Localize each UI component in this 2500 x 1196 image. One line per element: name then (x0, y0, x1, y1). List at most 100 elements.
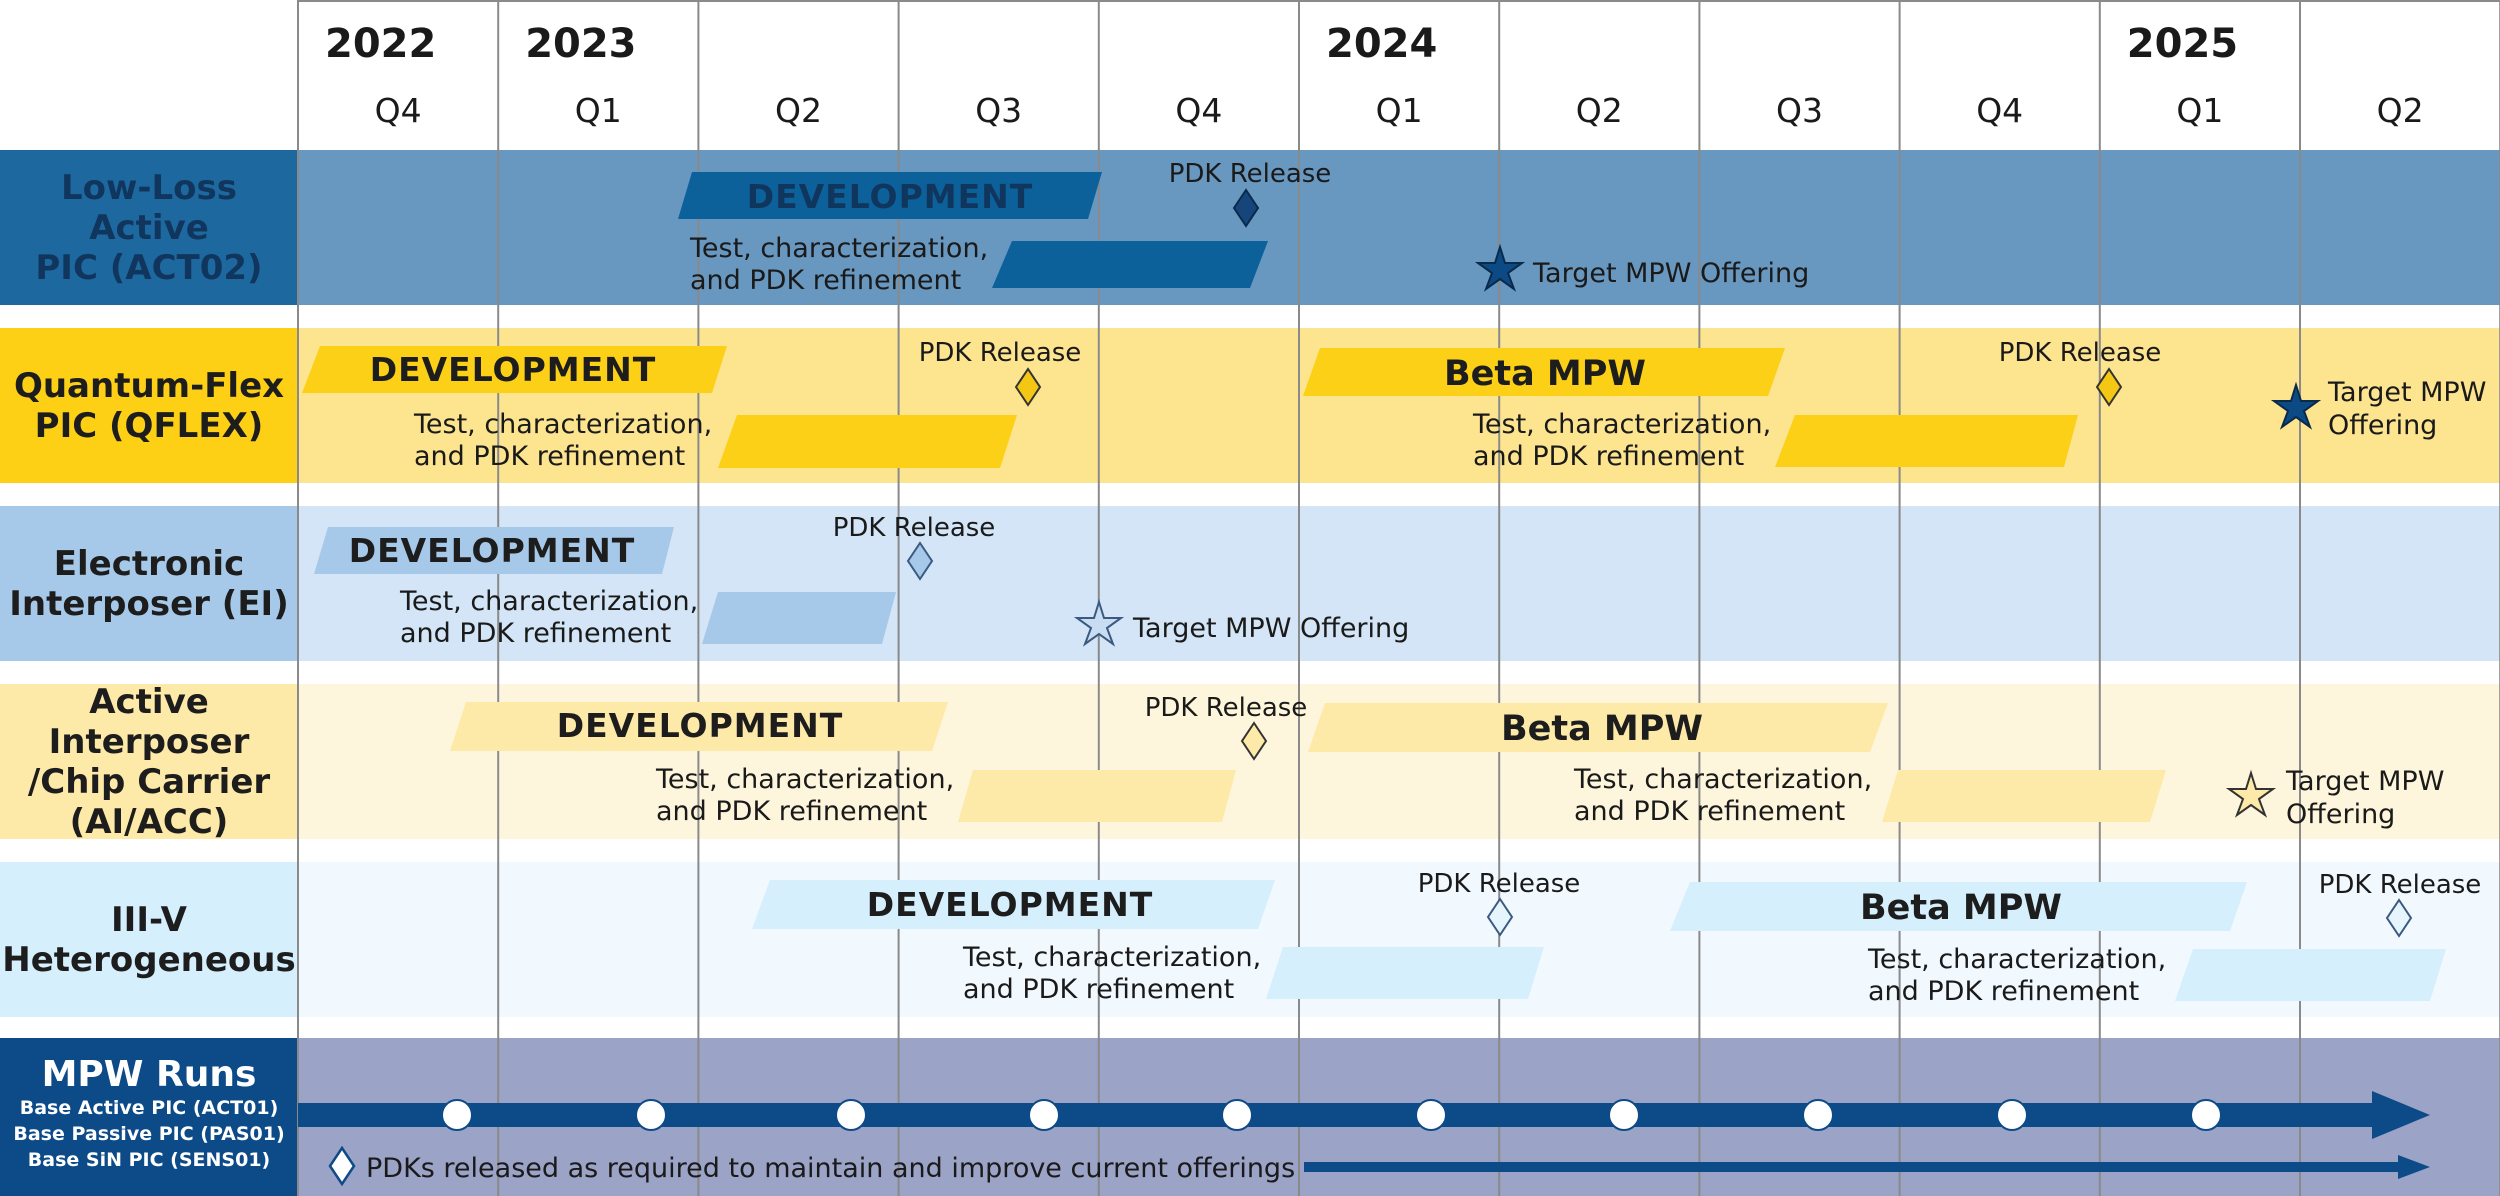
iii-test2-line2: and PDK refinement (1868, 976, 2139, 1007)
act02-development-label: DEVELOPMENT (747, 177, 1034, 216)
qflex-target-star-icon (2270, 381, 2322, 430)
ai-test-bar (958, 770, 1236, 822)
act02-target-star-icon (1474, 243, 1526, 292)
iii-pdk-release-label: PDK Release (1418, 869, 1581, 899)
pdk-note-text: PDKs released as required to maintain an… (366, 1153, 1295, 1184)
ei-development-bar (314, 527, 674, 574)
act02-pdk-diamond-icon (1232, 188, 1260, 228)
ai-target-star-icon (2225, 769, 2277, 818)
act02-row-label: Low-Loss Active PIC (ACT02) (35, 167, 263, 288)
mpw-runs-label: MPW Runs Base Active PIC (ACT01) Base Pa… (0, 1038, 298, 1196)
mpw-run-marker-8 (1802, 1099, 1834, 1131)
mpw-run-marker-7 (1608, 1099, 1640, 1131)
qflex-test-bar (718, 415, 1017, 468)
qflex-beta-mpw-label: Beta MPW (1444, 354, 1646, 394)
act02-pdk-release-label: PDK Release (1169, 159, 1332, 189)
mpw-run-marker-4 (1028, 1099, 1060, 1131)
ai-test-line2: and PDK refinement (656, 796, 927, 827)
act02-development-bar (678, 172, 1102, 219)
mpw-sub-pas01: Base Passive PIC (PAS01) (13, 1123, 285, 1145)
quarter-label-7: Q3 (1776, 91, 1823, 130)
qflex-test2-line1: Test, characterization, (1472, 409, 1771, 440)
ei-pdk-release-label: PDK Release (833, 513, 996, 543)
ei-development-label: DEVELOPMENT (349, 531, 636, 570)
iii-test2-bar (2175, 949, 2446, 1001)
qflex-development-bar (302, 346, 727, 393)
quarter-label-10: Q2 (2377, 91, 2424, 130)
iii-row-label: III-V Heterogeneous (2, 899, 296, 980)
qflex-pdk-release-label: PDK Release (919, 338, 1082, 368)
iii-beta-mpw-bar (1670, 882, 2247, 931)
qflex-test-line1: Test, characterization, (413, 409, 712, 440)
qflex-pdk2-diamond-icon (2095, 367, 2123, 407)
pdk-note-shaft (1304, 1162, 2404, 1172)
ei-label-panel (0, 506, 298, 661)
ai-development-bar (450, 702, 948, 751)
ai-target-line1: Target MPW (2285, 766, 2444, 797)
mpw-run-marker-10 (2190, 1099, 2222, 1131)
iii-beta-mpw-label: Beta MPW (1860, 888, 2062, 928)
quarter-label-6: Q2 (1576, 91, 1623, 130)
ai-test2-line1: Test, characterization, (1573, 764, 1872, 795)
qflex-development-label: DEVELOPMENT (370, 350, 657, 389)
quarter-label-8: Q4 (1976, 91, 2023, 130)
qflex-target-line1: Target MPW (2327, 377, 2486, 408)
year-labels: 2022 2023 2024 2025 (325, 21, 2238, 67)
qflex-row-label: Quantum-Flex PIC (QFLEX) (13, 365, 285, 446)
ei-test-label: Test, characterization, and PDK refineme… (399, 586, 707, 649)
mpw-run-markers (441, 1099, 2222, 1131)
mpw-timeline-shaft (298, 1103, 2378, 1127)
mpw-run-marker-5 (1221, 1099, 1253, 1131)
iii-label-panel (0, 862, 298, 1017)
ai-test2-label: Test, characterization, and PDK refineme… (1573, 764, 1881, 827)
qflex-pdk-diamond-icon (1014, 367, 1042, 407)
mpw-run-marker-3 (835, 1099, 867, 1131)
qflex-pdk2-release-label: PDK Release (1999, 338, 2162, 368)
qflex-label-panel (0, 328, 298, 483)
iii-test-bar (1266, 947, 1544, 999)
act02-test-line2: and PDK refinement (690, 265, 961, 296)
ei-test-line2: and PDK refinement (400, 618, 671, 649)
ei-row-label: Electronic Interposer (EI) (9, 543, 289, 624)
act02-test-line1: Test, characterization, (689, 233, 988, 264)
quarter-labels: Q4 Q1 Q2 Q3 Q4 Q1 Q2 Q3 Q4 Q1 Q2 (375, 91, 2424, 130)
year-label-2023: 2023 (525, 21, 636, 67)
mpw-sub-sens01: Base SiN PIC (SENS01) (27, 1149, 271, 1171)
act02-test-bar (992, 241, 1268, 288)
qflex-test2-label: Test, characterization, and PDK refineme… (1472, 409, 1780, 472)
quarter-label-2: Q2 (775, 91, 822, 130)
mpw-run-marker-1 (441, 1099, 473, 1131)
quarter-label-1: Q1 (575, 91, 622, 130)
year-label-2024: 2024 (1326, 21, 1437, 67)
ai-pdk-release-label: PDK Release (1145, 693, 1308, 723)
qflex-target-mpw-label: Target MPW Offering (2327, 377, 2495, 441)
iii-development-bar (752, 880, 1275, 929)
quarter-label-0: Q4 (375, 91, 422, 130)
qflex-test2-line2: and PDK refinement (1473, 441, 1744, 472)
ai-target-mpw-label: Target MPW Offering (2285, 766, 2453, 830)
pdk-note-arrowhead (2398, 1155, 2430, 1179)
year-label-2022: 2022 (325, 21, 436, 67)
iii-test2-label: Test, characterization, and PDK refineme… (1867, 944, 2175, 1007)
ai-development-label: DEVELOPMENT (557, 706, 844, 745)
ai-row-label: Active Interposer /Chip Carrier (AI/ACC) (27, 681, 271, 842)
iii-test2-line1: Test, characterization, (1867, 944, 2166, 975)
act02-target-mpw-label: Target MPW Offering (1532, 258, 1809, 289)
iii-pdk-diamond-icon (1486, 897, 1514, 937)
quarter-label-3: Q3 (975, 91, 1022, 130)
ai-test2-bar (1882, 770, 2166, 822)
quarter-label-4: Q4 (1175, 91, 1222, 130)
act02-test-label: Test, characterization, and PDK refineme… (689, 233, 997, 296)
ai-test-label: Test, characterization, and PDK refineme… (655, 764, 963, 827)
act02-band (298, 150, 2500, 305)
ai-test-line1: Test, characterization, (655, 764, 954, 795)
act02-label-panel (0, 150, 298, 305)
qflex-test-label: Test, characterization, and PDK refineme… (413, 409, 721, 472)
year-label-2025: 2025 (2127, 21, 2238, 67)
qflex-test-line2: and PDK refinement (414, 441, 685, 472)
iii-test-line2: and PDK refinement (963, 974, 1234, 1005)
mpw-sub-act01: Base Active PIC (ACT01) (19, 1097, 279, 1119)
ai-target-line2: Offering (2286, 799, 2395, 830)
qflex-beta-mpw-bar (1303, 348, 1785, 396)
